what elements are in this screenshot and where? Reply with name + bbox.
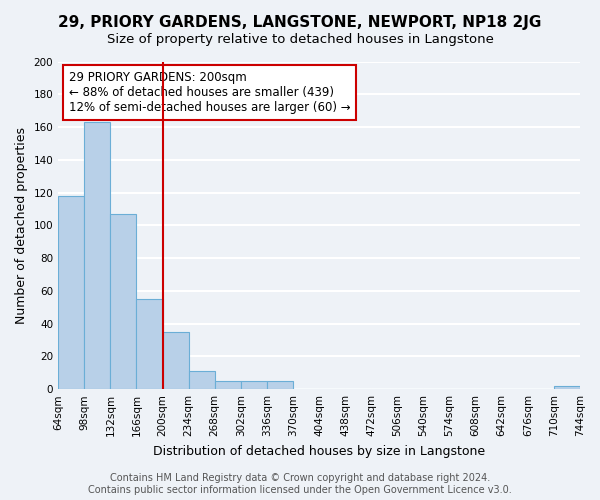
Bar [58,196,84,389]
Bar [215,381,241,389]
Bar [267,381,293,389]
Y-axis label: Number of detached properties: Number of detached properties [15,127,28,324]
Bar [110,214,136,389]
Bar [241,381,267,389]
Text: 29 PRIORY GARDENS: 200sqm
← 88% of detached houses are smaller (439)
12% of semi: 29 PRIORY GARDENS: 200sqm ← 88% of detac… [68,72,350,114]
Bar [188,371,215,389]
Text: Size of property relative to detached houses in Langstone: Size of property relative to detached ho… [107,32,493,46]
Text: 29, PRIORY GARDENS, LANGSTONE, NEWPORT, NP18 2JG: 29, PRIORY GARDENS, LANGSTONE, NEWPORT, … [58,15,542,30]
Bar [136,299,163,389]
X-axis label: Distribution of detached houses by size in Langstone: Distribution of detached houses by size … [153,444,485,458]
Bar [163,332,188,389]
Text: Contains HM Land Registry data © Crown copyright and database right 2024.
Contai: Contains HM Land Registry data © Crown c… [88,474,512,495]
Bar [554,386,580,389]
Bar [84,122,110,389]
